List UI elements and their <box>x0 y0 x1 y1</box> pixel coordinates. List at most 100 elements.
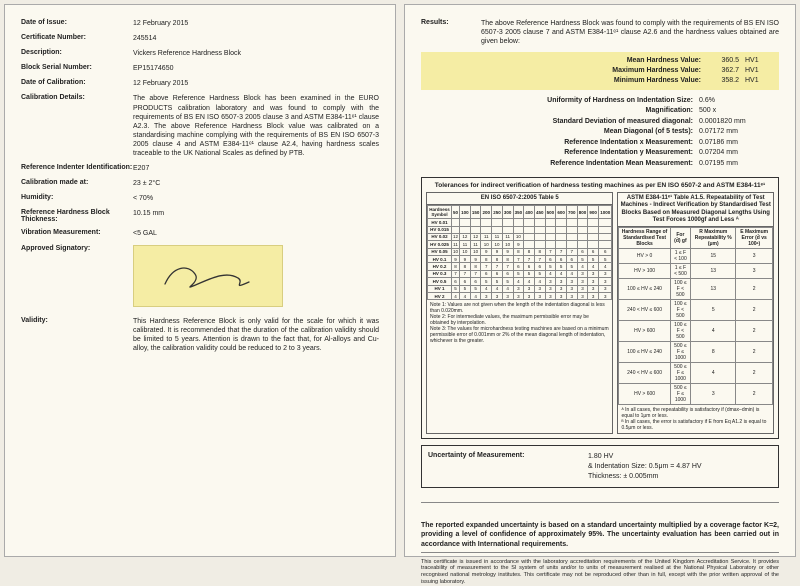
cell <box>451 219 459 226</box>
cell <box>556 233 567 240</box>
value-caldate: 12 February 2015 <box>133 79 379 88</box>
cell <box>556 226 567 233</box>
row-head: HV 0.05 <box>428 248 452 255</box>
cell: 5 <box>524 270 535 277</box>
cell: 5 <box>577 256 588 263</box>
cell: 8 <box>481 256 492 263</box>
metric-key: Standard Deviation of measured diagonal: <box>473 117 693 128</box>
cell: 5 <box>545 263 556 270</box>
cell: 8 <box>492 256 503 263</box>
cell <box>599 233 612 240</box>
value-calat: 23 ± 2°C <box>133 179 379 188</box>
cell: 100 ≤ HV ≤ 240 <box>619 341 670 362</box>
cell: 3 <box>588 285 599 292</box>
highlight-hardness-box: Mean Hardness Value:360.5HV1Maximum Hard… <box>421 52 779 89</box>
cell: 3 <box>534 285 545 292</box>
cell: 6 <box>566 256 577 263</box>
signature-icon <box>153 256 263 296</box>
cell: 4 <box>451 293 459 300</box>
cell <box>524 241 535 248</box>
cell <box>524 233 535 240</box>
unc-v3: Thickness: ± 0.005mm <box>588 472 772 482</box>
cell <box>492 219 503 226</box>
cell: 6 <box>481 270 492 277</box>
cell <box>566 233 577 240</box>
value-results: The above Reference Hardness Block was f… <box>481 19 779 46</box>
cell <box>451 226 459 233</box>
cell: 4 <box>577 263 588 270</box>
cell: 5 <box>502 278 513 285</box>
cell: HV > 600 <box>619 320 670 341</box>
row-head: HV 0.1 <box>428 256 452 263</box>
hl-unit: HV1 <box>745 66 773 76</box>
tol-left-grid: HardnessSymbol50100150200250300350400450… <box>427 205 612 300</box>
label-desc: Description: <box>21 49 133 58</box>
cell: 8 <box>470 263 481 270</box>
cell: HV > 0 <box>619 248 670 263</box>
tol-right-notes: ᴬ In all cases, the repeatability is sat… <box>618 405 773 433</box>
label-issue: Date of Issue: <box>21 19 133 28</box>
cell: 6 <box>588 248 599 255</box>
cell: 7 <box>481 263 492 270</box>
col-head: 50 <box>451 206 459 219</box>
hl-key: Mean Hardness Value: <box>521 56 701 66</box>
separator <box>421 502 779 503</box>
cell: 10 <box>451 248 459 255</box>
tol-left-head: EN ISO 6507-2:2005 Table 5 <box>427 193 612 205</box>
cell <box>588 233 599 240</box>
value-certno: 245514 <box>133 34 379 43</box>
cell: 9 <box>470 256 481 263</box>
cell: 3 <box>577 270 588 277</box>
cell <box>492 226 503 233</box>
cell: 9 <box>481 248 492 255</box>
hl-unit: HV1 <box>745 56 773 66</box>
cell <box>545 241 556 248</box>
hl-val: 358.2 <box>707 76 739 86</box>
hl-val: 362.7 <box>707 66 739 76</box>
metric-val: 0.07186 mm <box>699 138 779 149</box>
cell: 2 <box>736 299 773 320</box>
cell: 3 <box>577 293 588 300</box>
left-page: Date of Issue: 12 February 2015 Certifica… <box>4 4 396 557</box>
cell: 9 <box>492 248 503 255</box>
cell: 10 <box>460 248 471 255</box>
cell: 3 <box>599 293 612 300</box>
row-head: HV 0.015 <box>428 226 452 233</box>
metric-key: Mean Diagonal (of 5 tests): <box>473 127 693 138</box>
cell: 12 <box>470 233 481 240</box>
cell: 6 <box>524 263 535 270</box>
cell: 500 ≤ F ≤ 1000 <box>670 341 690 362</box>
cell: 5 <box>588 256 599 263</box>
col-head: 200 <box>481 206 492 219</box>
col-head: Hardness Range of Standardised Test Bloc… <box>619 227 670 248</box>
cell: 100 ≤ F < 500 <box>670 320 690 341</box>
cell: 5 <box>534 270 545 277</box>
cell: 7 <box>460 270 471 277</box>
cell: 3 <box>545 293 556 300</box>
cell: 6 <box>460 278 471 285</box>
col-head: R Maximum Repeatability % (μm) <box>691 227 736 248</box>
row-head: HV 1 <box>428 285 452 292</box>
cell: 8 <box>691 341 736 362</box>
cell <box>534 219 545 226</box>
label-certno: Certificate Number: <box>21 34 133 43</box>
tol-right-head: ASTM E384-11ᵉ¹ Table A1.5. Repeatability… <box>618 193 773 227</box>
cell: 7 <box>513 256 524 263</box>
metric-val: 0.07172 mm <box>699 127 779 138</box>
cell <box>524 226 535 233</box>
cell: 3 <box>588 278 599 285</box>
cell: 11 <box>460 241 471 248</box>
cell: 4 <box>545 270 556 277</box>
cell: 7 <box>524 256 535 263</box>
cell <box>513 226 524 233</box>
cell <box>481 219 492 226</box>
cell: 15 <box>691 248 736 263</box>
cell: 3 <box>492 293 503 300</box>
hl-unit: HV1 <box>745 76 773 86</box>
cell: 12 <box>451 233 459 240</box>
cell: 8 <box>524 248 535 255</box>
cell: 3 <box>481 293 492 300</box>
cell: 3 <box>577 278 588 285</box>
cell: 5 <box>481 278 492 285</box>
cell: 5 <box>460 285 471 292</box>
